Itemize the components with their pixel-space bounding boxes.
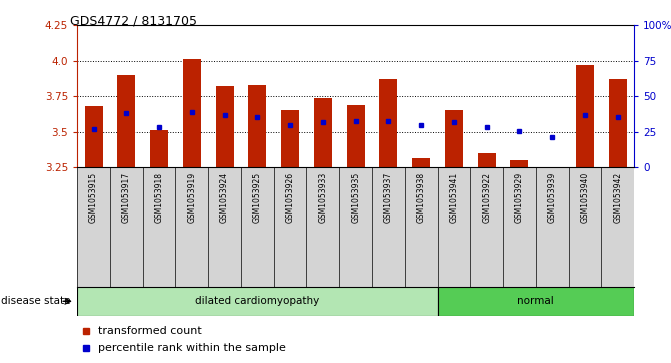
Bar (609, 79, 627, 167)
Bar (437, 287, 634, 316)
Text: GSM1053940: GSM1053940 (580, 172, 589, 223)
Bar (85, 106, 103, 167)
Text: transformed count: transformed count (99, 326, 202, 336)
Bar (445, 110, 463, 167)
Bar (248, 85, 266, 167)
Bar (215, 86, 234, 167)
Text: GSM1053925: GSM1053925 (253, 172, 262, 223)
Bar (511, 160, 529, 167)
Bar (77, 287, 437, 316)
Text: percentile rank within the sample: percentile rank within the sample (99, 343, 287, 353)
Text: GSM1053933: GSM1053933 (318, 172, 327, 223)
Text: GSM1053929: GSM1053929 (515, 172, 524, 223)
Text: GSM1053942: GSM1053942 (613, 172, 622, 223)
Text: GSM1053919: GSM1053919 (187, 172, 197, 223)
Text: normal: normal (517, 296, 554, 306)
Bar (379, 79, 397, 167)
Bar (183, 60, 201, 167)
Text: GDS4772 / 8131705: GDS4772 / 8131705 (70, 15, 197, 28)
Bar (576, 65, 594, 167)
Bar (347, 105, 364, 167)
Text: dilated cardiomyopathy: dilated cardiomyopathy (195, 296, 319, 306)
Bar (281, 110, 299, 167)
Text: GSM1053918: GSM1053918 (154, 172, 164, 223)
Text: GSM1053937: GSM1053937 (384, 172, 393, 223)
Bar (314, 98, 332, 167)
Text: disease state: disease state (1, 296, 70, 306)
Text: GSM1053917: GSM1053917 (122, 172, 131, 223)
Text: GSM1053924: GSM1053924 (220, 172, 229, 223)
Text: GSM1053926: GSM1053926 (286, 172, 295, 223)
Bar (117, 75, 136, 167)
Bar (412, 159, 430, 167)
Text: GSM1053938: GSM1053938 (417, 172, 425, 223)
Text: GSM1053915: GSM1053915 (89, 172, 98, 223)
Bar (150, 130, 168, 167)
Bar (478, 153, 496, 167)
Text: GSM1053939: GSM1053939 (548, 172, 557, 223)
Text: GSM1053935: GSM1053935 (351, 172, 360, 223)
Text: GSM1053922: GSM1053922 (482, 172, 491, 223)
Text: GSM1053941: GSM1053941 (450, 172, 458, 223)
